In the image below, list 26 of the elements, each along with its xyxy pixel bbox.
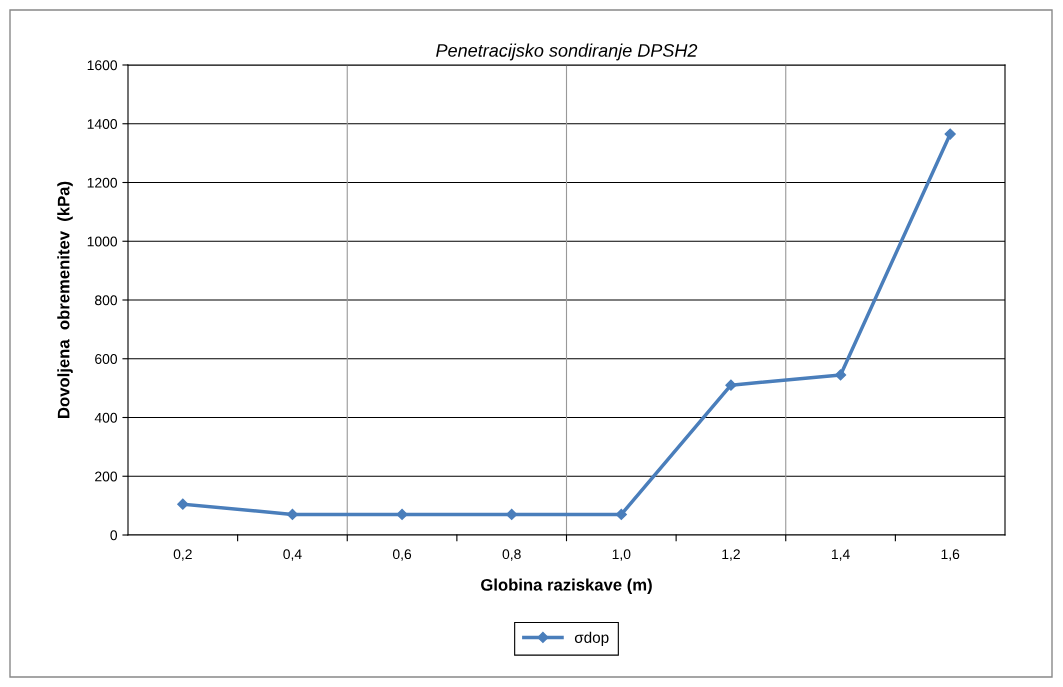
x-tick-label: 0,8 — [502, 549, 521, 561]
point — [944, 128, 956, 140]
x-tick-label: 1,4 — [831, 549, 850, 561]
x-axis-title: Globina raziskave (m) — [481, 578, 652, 595]
point — [177, 498, 189, 510]
x-tick-label: 1,6 — [941, 549, 960, 561]
x-tick-label: 1,0 — [612, 549, 631, 561]
y-tick-label: 1400 — [87, 119, 118, 129]
y-tick-label: 400 — [94, 412, 118, 423]
point — [396, 508, 408, 521]
y-tick-label: 800 — [95, 295, 118, 306]
y-axis-title: Dovoljena obremenitev (kPa) — [57, 181, 73, 418]
y-tick-label: 200 — [95, 471, 118, 482]
y-tick-label: 1600 — [87, 60, 118, 71]
y-tick-label: 1200 — [87, 177, 118, 188]
y-tick-label: 0 — [110, 530, 118, 541]
legend-label: σdop — [574, 631, 609, 646]
x-tick-label: 0,2 — [173, 549, 192, 561]
x-tick-label: 0,6 — [392, 549, 412, 561]
y-tick-label: 600 — [95, 354, 118, 364]
point — [725, 379, 737, 391]
x-tick-label: 1,2 — [722, 549, 740, 561]
chart-title: Penetracijsko sondiranje DPSH2 — [436, 43, 698, 61]
y-tick-label: 1000 — [87, 236, 118, 247]
x-tick-label: 0,4 — [283, 549, 302, 561]
point — [834, 369, 847, 381]
